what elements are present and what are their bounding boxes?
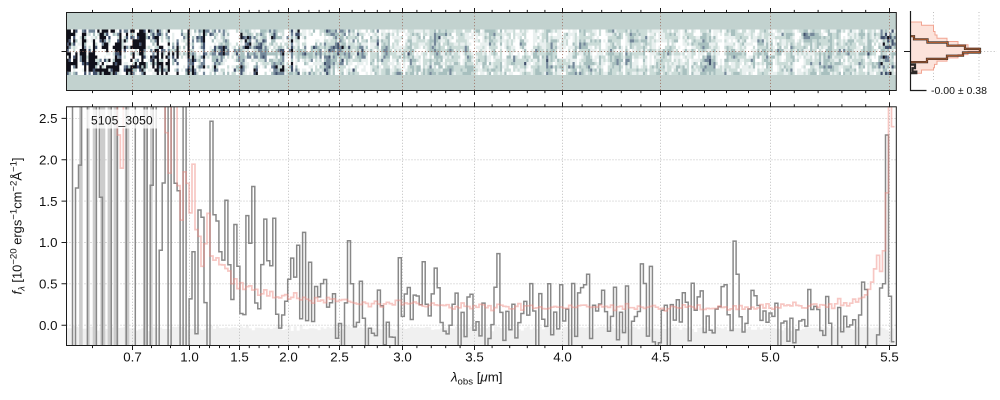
svg-text:1.5: 1.5: [39, 194, 58, 209]
svg-text:5105_3050: 5105_3050: [91, 114, 153, 128]
svg-text:5.0: 5.0: [761, 350, 780, 365]
svg-text:1.0: 1.0: [39, 235, 58, 250]
svg-text:-0.00 ± 0.38: -0.00 ± 0.38: [931, 85, 987, 97]
svg-text:1.5: 1.5: [230, 350, 249, 365]
svg-text:4.0: 4.0: [553, 350, 572, 365]
svg-text:3.0: 3.0: [393, 350, 412, 365]
svg-text:0.5: 0.5: [39, 277, 58, 292]
svg-text:3.5: 3.5: [465, 350, 484, 365]
svg-text:λobs [μm]: λobs [μm]: [450, 370, 502, 388]
svg-text:4.5: 4.5: [651, 350, 670, 365]
svg-text:1.0: 1.0: [180, 350, 199, 365]
svg-text:0.0: 0.0: [39, 318, 58, 333]
svg-text:5.5: 5.5: [880, 350, 899, 365]
svg-text:2.5: 2.5: [39, 111, 58, 126]
svg-text:2.0: 2.0: [279, 350, 298, 365]
svg-text:2.0: 2.0: [39, 153, 58, 168]
svg-text:0.7: 0.7: [123, 350, 142, 365]
svg-text:2.5: 2.5: [330, 350, 349, 365]
svg-text:fλ [10−20 ergs−1cm−2Å−1]: fλ [10−20 ergs−1cm−2Å−1]: [8, 157, 27, 294]
